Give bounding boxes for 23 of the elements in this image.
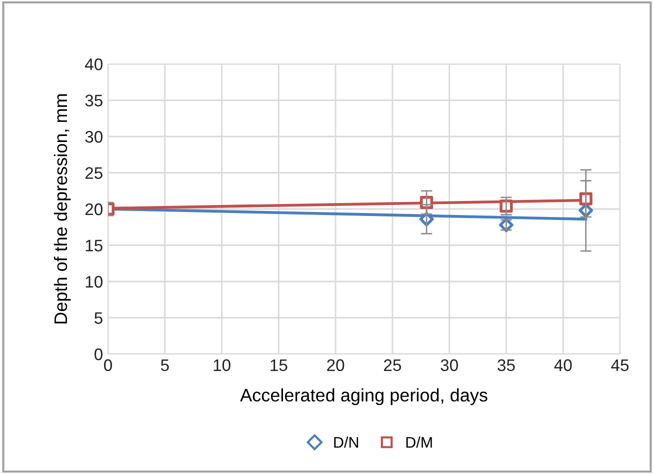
y-tick-label: 0	[94, 348, 102, 360]
y-tick-label: 40	[84, 58, 102, 70]
x-tick-label: 15	[270, 359, 288, 372]
x-tick-label: 30	[440, 359, 458, 372]
x-tick-label: 40	[554, 359, 572, 372]
y-tick-label: 20	[85, 203, 102, 216]
legend-label: D/M	[406, 436, 432, 448]
y-tick-label: 15	[86, 240, 102, 252]
x-tick-label: 45	[611, 359, 629, 372]
x-tick-label: 20	[327, 359, 344, 372]
x-tick-label: 25	[384, 359, 402, 372]
x-tick-label: 35	[498, 359, 515, 372]
y-axis-title: Depth of the depression, mm	[54, 94, 71, 324]
x-axis-title: Accelerated aging period, days	[240, 388, 488, 406]
x-tick-label: 5	[160, 359, 169, 372]
y-tick-label: 30	[85, 130, 102, 143]
y-tick-label: 5	[94, 312, 102, 324]
x-tick-label: 10	[214, 359, 230, 372]
x-tick-label: 0	[104, 359, 112, 372]
legend-label: D/N	[334, 436, 358, 448]
y-tick-label: 35	[85, 94, 102, 106]
y-tick-label: 10	[86, 276, 102, 288]
y-tick-label: 25	[85, 167, 102, 179]
